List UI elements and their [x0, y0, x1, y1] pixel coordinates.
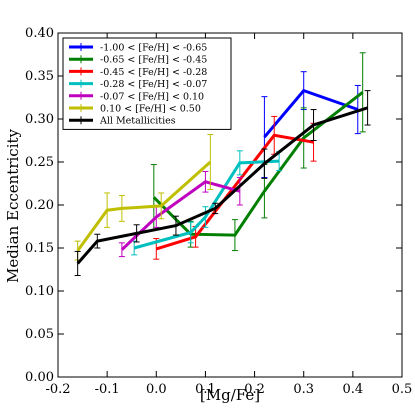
x-tick-label: 0.0	[146, 382, 167, 397]
x-tick-label: 0.2	[244, 382, 265, 397]
series-line	[76, 160, 212, 252]
legend-label: -0.07 < [Fe/H] < 0.10	[100, 91, 204, 102]
series-0-28-fe-h-0-07	[131, 150, 283, 256]
legend-label: All Metallicities	[99, 116, 176, 127]
y-tick-label: 0.30	[25, 112, 54, 127]
legend: -1.00 < [Fe/H] < -0.65-0.65 < [Fe/H] < -…	[62, 37, 232, 130]
legend-label: 0.10 < [Fe/H] < 0.50	[100, 104, 201, 115]
legend-label: -0.28 < [Fe/H] < -0.07	[100, 79, 207, 90]
y-tick-label: 0.05	[25, 327, 54, 342]
plot-clipped-area	[74, 52, 371, 277]
x-axis-title: [Mg/Fe]	[200, 386, 260, 404]
legend-item-0-28-fe-h-0-07: -0.28 < [Fe/H] < -0.07	[69, 79, 207, 90]
x-tick-label: 0.5	[392, 382, 413, 397]
series-line	[76, 106, 369, 265]
legend-item-0-45-fe-h-0-28: -0.45 < [Fe/H] < -0.28	[69, 67, 207, 78]
y-tick-label: 0.10	[25, 284, 54, 299]
series-0-10-fe-h-0-50	[74, 133, 214, 261]
y-tick-label: 0.00	[25, 370, 54, 385]
x-tick-label: -0.1	[95, 382, 120, 397]
series-line	[263, 88, 359, 139]
legend-label: -0.45 < [Fe/H] < -0.28	[100, 67, 207, 78]
legend-item-all-metallicities: All Metallicities	[69, 116, 176, 127]
axes-layer: -0.2 -0.1 0.0 0.1 0.2 0.3 0.4 0.5 0.00 0.05 0.10 0.…	[25, 26, 412, 397]
legend-item-0-10-fe-h-0-50: 0.10 < [Fe/H] < 0.50	[69, 104, 201, 115]
legend-label: -1.00 < [Fe/H] < -0.65	[100, 43, 207, 54]
legend-item-0-07-fe-h-0-10: -0.07 < [Fe/H] < 0.10	[69, 91, 204, 102]
y-tick-label: 0.35	[25, 69, 54, 84]
y-tick-label: 0.15	[25, 241, 54, 256]
series-all-metallicities	[74, 90, 371, 277]
x-tick-label: 0.1	[195, 382, 216, 397]
series-line	[133, 159, 280, 250]
y-tick-label: 0.25	[25, 155, 54, 170]
y-tick-label: 0.40	[25, 26, 54, 41]
plot-content	[74, 52, 371, 277]
legend-item-1-00-fe-h-0-65: -1.00 < [Fe/H] < -0.65	[69, 43, 207, 54]
legend-label: -0.65 < [Fe/H] < -0.45	[100, 55, 207, 66]
y-tick-label: 0.20	[25, 198, 54, 213]
x-tick-label: 0.3	[293, 382, 314, 397]
legend-item-0-65-fe-h-0-45: -0.65 < [Fe/H] < -0.45	[69, 55, 207, 66]
x-tick-label: -0.2	[45, 382, 70, 397]
y-axis-title: Median Eccentricity	[4, 128, 22, 283]
x-tick-label: 0.4	[343, 382, 364, 397]
